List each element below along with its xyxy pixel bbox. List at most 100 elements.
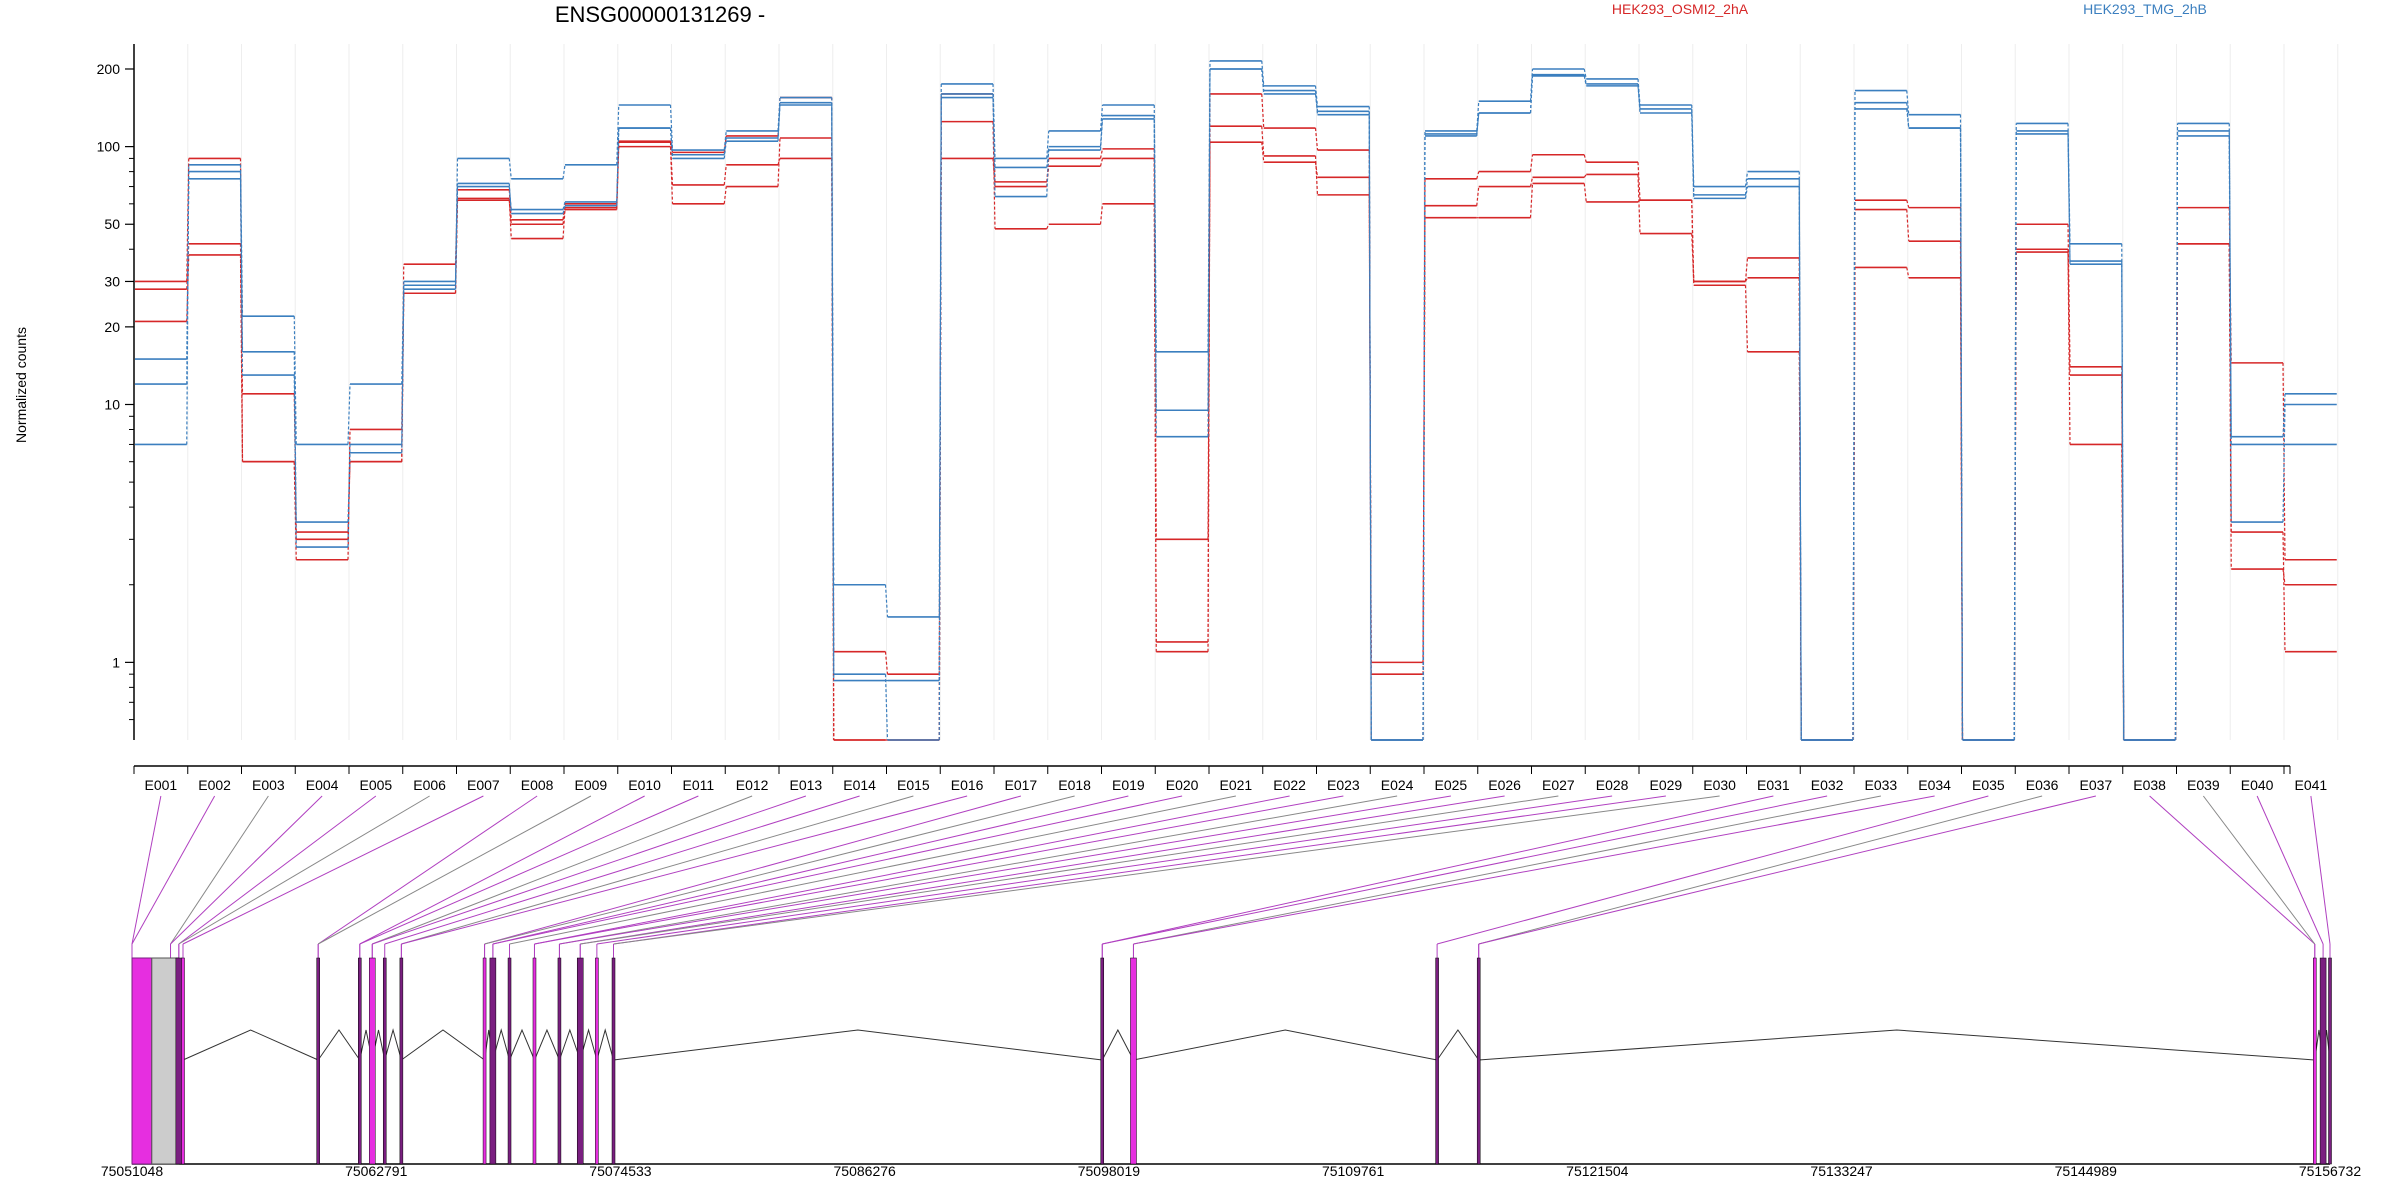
series-connector <box>1099 115 1104 147</box>
x-tick-label: E021 <box>1220 777 1253 793</box>
series-connector <box>508 158 512 179</box>
intron-line <box>401 1029 485 1061</box>
exon-link <box>317 795 538 945</box>
exon-link <box>559 795 1451 945</box>
intron-line <box>558 1028 581 1061</box>
series-connector <box>2228 123 2232 437</box>
exon-block <box>482 957 487 1165</box>
intron-line <box>613 1029 1103 1061</box>
x-tick-label: E036 <box>2026 777 2059 793</box>
exon-links <box>131 795 2331 958</box>
exon-block <box>175 957 183 1165</box>
exon-block <box>576 957 584 1165</box>
series-connector <box>1637 162 1641 201</box>
series-connector <box>1207 68 1211 411</box>
x-tick-label: E008 <box>521 777 554 793</box>
series-connector <box>1314 93 1319 112</box>
x-tick-label: E025 <box>1435 777 1468 793</box>
exon-link <box>1436 795 1989 945</box>
genomic-tick-label: 75098019 <box>1078 1163 1141 1179</box>
exon-link <box>2256 795 2324 945</box>
series-connector <box>1637 85 1641 109</box>
exon-link <box>1478 795 2096 945</box>
series-connector <box>669 146 674 204</box>
series-connector <box>1476 171 1480 179</box>
exon-block <box>181 957 185 1165</box>
series-connector <box>831 105 835 681</box>
y-tick-label: 50 <box>104 216 120 232</box>
x-axis: E001 E002 E003 E004 E005 E006 E007 E008 E009 E010… <box>133 765 2327 793</box>
x-tick-label: E034 <box>1918 777 1951 793</box>
x-tick-label: E005 <box>360 777 393 793</box>
x-tick-label: E031 <box>1757 777 1790 793</box>
x-tick-label: E028 <box>1596 777 1629 793</box>
series-connector <box>239 178 244 376</box>
series-connector <box>1099 104 1104 132</box>
exon-block <box>131 957 153 1165</box>
x-tick-label: E020 <box>1166 777 1199 793</box>
series-connector <box>1744 285 1749 352</box>
exon-link <box>2149 795 2316 945</box>
exon-block <box>1476 957 1481 1165</box>
series-connector <box>723 141 727 159</box>
x-tick-label: E024 <box>1381 777 1414 793</box>
exon-link <box>580 795 1559 945</box>
exon-link <box>2310 795 2331 945</box>
series-connector <box>239 243 244 394</box>
series-connector <box>1906 90 1910 115</box>
x-tick-label: E009 <box>575 777 608 793</box>
x-tick-label: E001 <box>145 777 178 793</box>
genomic-tick-label: 75121504 <box>1566 1163 1629 1179</box>
x-tick-label: E032 <box>1811 777 1844 793</box>
series-lines <box>135 60 2337 741</box>
exon-block <box>507 957 512 1165</box>
exon-link <box>484 795 1075 945</box>
exon-link <box>509 795 1236 945</box>
genomic-tick-label: 75074533 <box>589 1163 652 1179</box>
x-tick-label: E019 <box>1112 777 1145 793</box>
exon-link <box>372 795 753 945</box>
series-connector <box>1637 199 1641 203</box>
exon-link <box>1478 795 2043 945</box>
exon-block <box>557 957 562 1165</box>
exon-link <box>178 795 430 945</box>
exon-link <box>359 795 645 945</box>
series-connector <box>884 584 889 617</box>
exon-link <box>613 795 1666 945</box>
series-connector <box>186 254 190 322</box>
intron-line <box>384 1028 402 1061</box>
series-connector <box>1261 68 1265 95</box>
exon-link <box>131 795 216 945</box>
exon-link <box>534 795 1290 945</box>
series-connector <box>723 164 727 186</box>
x-tick-label: E004 <box>306 777 339 793</box>
series-connector <box>1906 108 1910 129</box>
exon-link <box>401 795 914 945</box>
series-connector <box>2174 130 2179 741</box>
x-tick-label: E035 <box>1972 777 2005 793</box>
series-connector <box>1153 118 1157 411</box>
exon-link <box>401 795 968 945</box>
series-connector <box>2067 130 2071 265</box>
exon-link <box>484 795 1022 945</box>
x-tick-label: E023 <box>1327 777 1360 793</box>
y-tick-label: 30 <box>104 273 120 289</box>
series-connector <box>2282 362 2286 560</box>
intron-line <box>1101 1028 1134 1061</box>
series-connector <box>401 289 405 445</box>
series-connector <box>884 651 889 675</box>
series-connector <box>562 207 566 225</box>
genomic-tick-label: 75144989 <box>2055 1163 2118 1179</box>
series-connector <box>1099 118 1104 151</box>
series-connector <box>1099 158 1104 167</box>
series-connector <box>2067 252 2071 445</box>
series-connector <box>1906 209 1910 242</box>
series-connector <box>1314 128 1319 151</box>
exon-link <box>596 795 1613 945</box>
exon-link <box>580 795 1505 945</box>
series-connector <box>239 254 244 462</box>
exon-link <box>492 795 1183 945</box>
series-connector <box>777 104 781 142</box>
exon-block <box>369 957 376 1165</box>
series-connector <box>1529 177 1534 187</box>
